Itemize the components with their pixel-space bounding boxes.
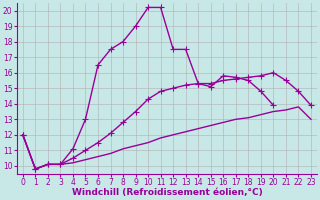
- X-axis label: Windchill (Refroidissement éolien,°C): Windchill (Refroidissement éolien,°C): [72, 188, 262, 197]
